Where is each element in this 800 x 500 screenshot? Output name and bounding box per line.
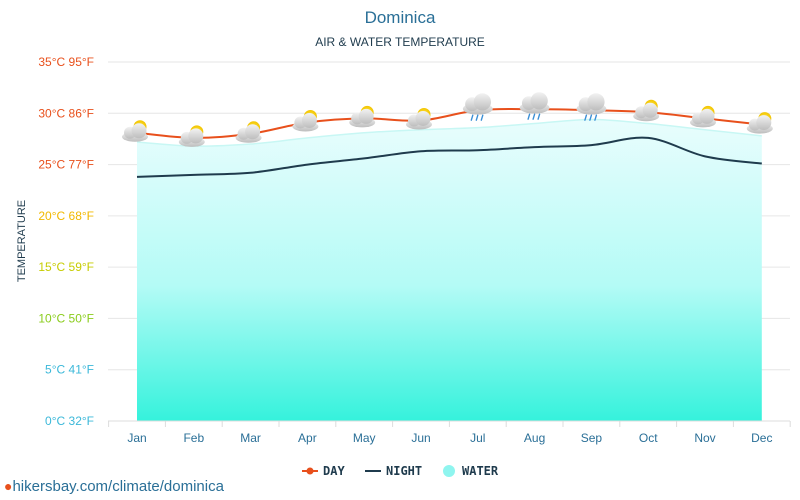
y-tick-label: 0°C 32°F xyxy=(45,414,94,428)
cloud-part xyxy=(188,128,204,144)
rain-drop xyxy=(537,113,541,120)
cloud-shape xyxy=(406,110,432,130)
y-tick-label: 10°C 50°F xyxy=(38,311,94,325)
x-tick-label: Mar xyxy=(240,431,261,445)
cloud-part xyxy=(530,92,548,110)
cloud-part xyxy=(587,93,605,111)
x-tick-label: May xyxy=(353,431,376,445)
water-area xyxy=(137,119,762,421)
cloud-shape xyxy=(519,92,550,114)
x-tick-labels: Jan Feb Mar Apr May Jun Jul Aug Sep Oct Nov Dec xyxy=(108,420,791,445)
series-line-night xyxy=(136,136,762,178)
partly-cloudy-icon xyxy=(292,110,319,132)
water-area-layer xyxy=(136,118,762,421)
cloud-rain-icon xyxy=(519,92,550,120)
x-tick-label: Dec xyxy=(751,431,772,445)
y-axis-label: TEMPERATURE xyxy=(16,200,28,282)
chart-title: Dominica xyxy=(365,8,436,27)
cloud-rain-icon xyxy=(576,93,607,121)
y-tick-label: 30°C 86°F xyxy=(38,106,94,120)
x-tick-label: Jan xyxy=(127,431,146,445)
legend-day-label: DAY xyxy=(323,464,345,478)
legend-item-day: DAY xyxy=(302,464,345,478)
water-area-edge xyxy=(136,118,762,147)
cloud-part xyxy=(245,124,261,140)
rain-drop xyxy=(475,114,479,121)
y-tick-label: 5°C 41°F xyxy=(45,363,94,377)
partly-cloudy-icon xyxy=(746,112,773,134)
source-text: hikersbay.com/climate/dominica xyxy=(12,478,224,495)
rain-drop xyxy=(594,114,598,121)
x-tick-label: Jun xyxy=(411,431,430,445)
cloud-shape xyxy=(690,108,716,128)
cloud-rain-icon xyxy=(462,93,493,121)
rain-drop xyxy=(589,114,593,121)
y-tick-labels: 35°C 95°F 30°C 86°F 25°C 77°F 20°C 68°F 15°C… xyxy=(38,55,94,428)
cloud-shape xyxy=(746,115,773,134)
cloud-shape xyxy=(122,123,148,142)
rain-drop xyxy=(480,114,484,121)
partly-cloudy-icon xyxy=(406,107,432,130)
cloud-part xyxy=(642,102,658,118)
y-tick-label: 35°C 95°F xyxy=(38,55,94,69)
cloud-part xyxy=(699,108,715,124)
x-tick-label: Oct xyxy=(639,431,658,445)
cloud-shape xyxy=(462,93,493,115)
legend-night-label: NIGHT xyxy=(386,464,422,478)
x-tick-label: Aug xyxy=(524,431,545,445)
x-tick-label: Sep xyxy=(581,431,603,445)
chart-subtitle: AIR & WATER TEMPERATURE xyxy=(315,35,485,49)
y-tick-label: 20°C 68°F xyxy=(38,209,94,223)
cloud-part xyxy=(415,110,431,126)
location-pin-icon: ● xyxy=(4,478,13,494)
cloud-shape xyxy=(349,108,376,128)
weather-icons xyxy=(122,92,773,147)
partly-cloudy-icon xyxy=(690,105,716,128)
cloud-shape xyxy=(633,102,660,122)
cloud-part xyxy=(301,113,317,129)
partly-cloudy-icon xyxy=(178,125,205,147)
legend: DAY NIGHT WATER xyxy=(302,464,499,478)
legend-item-water: WATER xyxy=(443,464,499,478)
source-link[interactable]: ●hikersbay.com/climate/dominica xyxy=(4,478,224,495)
partly-cloudy-icon xyxy=(349,105,376,128)
y-tick-label: 25°C 77°F xyxy=(38,158,94,172)
x-tick-label: Jul xyxy=(470,431,485,445)
legend-water-marker xyxy=(443,465,455,477)
rain-drop xyxy=(532,113,536,120)
cloud-shape xyxy=(292,113,319,132)
cloud-shape xyxy=(235,124,262,143)
x-tick-label: Nov xyxy=(694,431,715,445)
partly-cloudy-icon xyxy=(122,120,148,142)
x-tick-label: Apr xyxy=(298,431,317,445)
cloud-part xyxy=(358,108,374,124)
legend-day-marker xyxy=(306,467,314,475)
cloud-part xyxy=(473,93,492,111)
partly-cloudy-icon xyxy=(633,99,660,122)
partly-cloudy-icon xyxy=(235,121,262,143)
y-tick-label: 15°C 59°F xyxy=(38,260,94,274)
rain-drop xyxy=(470,114,474,121)
x-tick-label: Feb xyxy=(183,431,204,445)
legend-item-night: NIGHT xyxy=(365,464,422,478)
cloud-part xyxy=(131,123,147,139)
legend-water-label: WATER xyxy=(462,464,499,478)
cloud-shape xyxy=(576,93,607,115)
cloud-shape xyxy=(178,128,205,147)
cloud-part xyxy=(756,115,772,131)
rain-drop xyxy=(527,113,531,120)
rain-drop xyxy=(584,114,588,121)
